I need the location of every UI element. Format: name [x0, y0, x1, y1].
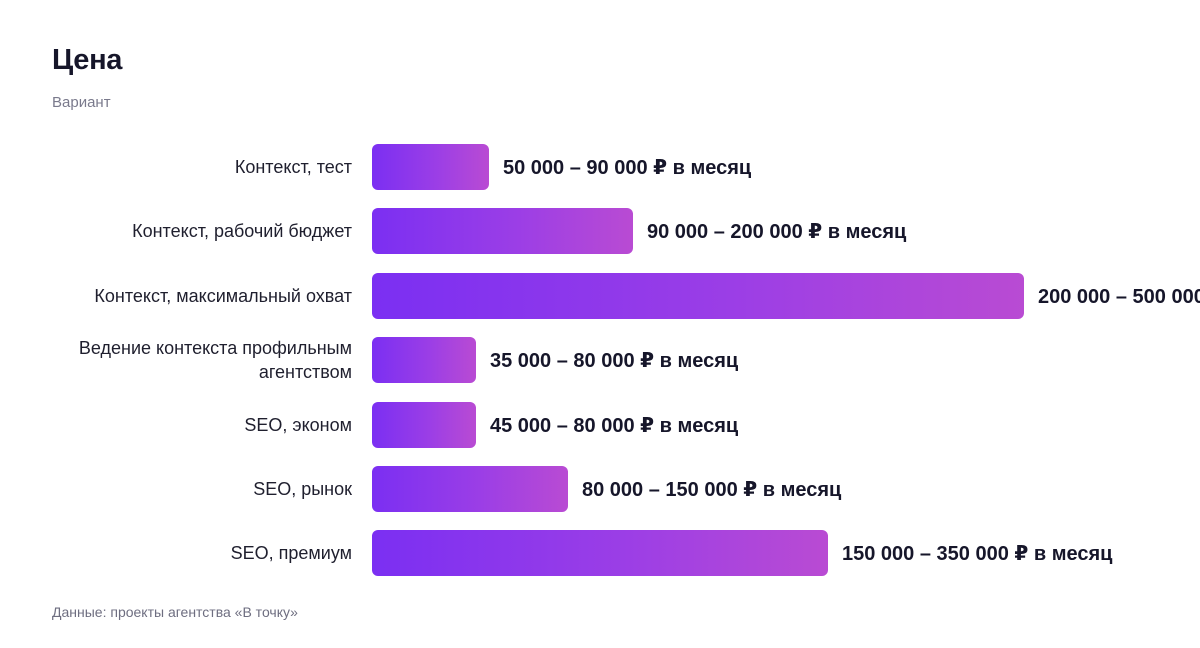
category-label: SEO, рынок: [253, 479, 352, 499]
bar: [372, 466, 568, 512]
bar-value-label: 200 000 – 500 000 ₽ в месяц: [1038, 285, 1200, 308]
bar: [372, 208, 633, 254]
category-label: Ведение контекста профильным агентством: [78, 338, 352, 382]
data-source-note: Данные: проекты агентства «В точку»: [52, 604, 298, 620]
category-label: Контекст, максимальный охват: [94, 286, 352, 306]
bar-row: SEO, эконом 45 000 – 80 000 ₽ в месяц: [0, 402, 1200, 448]
bar-value-label: 35 000 – 80 000 ₽ в месяц: [490, 349, 739, 372]
bar-value-label: 45 000 – 80 000 ₽ в месяц: [490, 414, 739, 437]
bar-row: Контекст, максимальный охват 200 000 – 50…: [0, 273, 1200, 319]
bar-value-label: 90 000 – 200 000 ₽ в месяц: [647, 220, 907, 243]
bar-row: Ведение контекста профильным агентством 3…: [0, 337, 1200, 383]
bar-row: SEO, рынок 80 000 – 150 000 ₽ в месяц: [0, 466, 1200, 512]
bar: [372, 337, 476, 383]
bar: [372, 530, 828, 576]
bar-row: Контекст, рабочий бюджет 90 000 – 200 000…: [0, 208, 1200, 254]
category-label: SEO, премиум: [230, 543, 352, 563]
bar: [372, 273, 1024, 319]
chart-subtitle: Вариант: [52, 94, 111, 111]
category-label: Контекст, рабочий бюджет: [132, 221, 352, 241]
bar-row: Контекст, тест 50 000 – 90 000 ₽ в месяц: [0, 144, 1200, 190]
chart-title: Цена: [52, 44, 123, 76]
bar: [372, 402, 476, 448]
bar-value-label: 150 000 – 350 000 ₽ в месяц: [842, 542, 1113, 565]
category-label: SEO, эконом: [244, 415, 352, 435]
bar-row: SEO, премиум 150 000 – 350 000 ₽ в месяц: [0, 530, 1200, 576]
category-label: Контекст, тест: [234, 157, 352, 177]
bar-value-label: 50 000 – 90 000 ₽ в месяц: [503, 156, 752, 179]
bar-value-label: 80 000 – 150 000 ₽ в месяц: [582, 478, 842, 501]
bar: [372, 144, 489, 190]
